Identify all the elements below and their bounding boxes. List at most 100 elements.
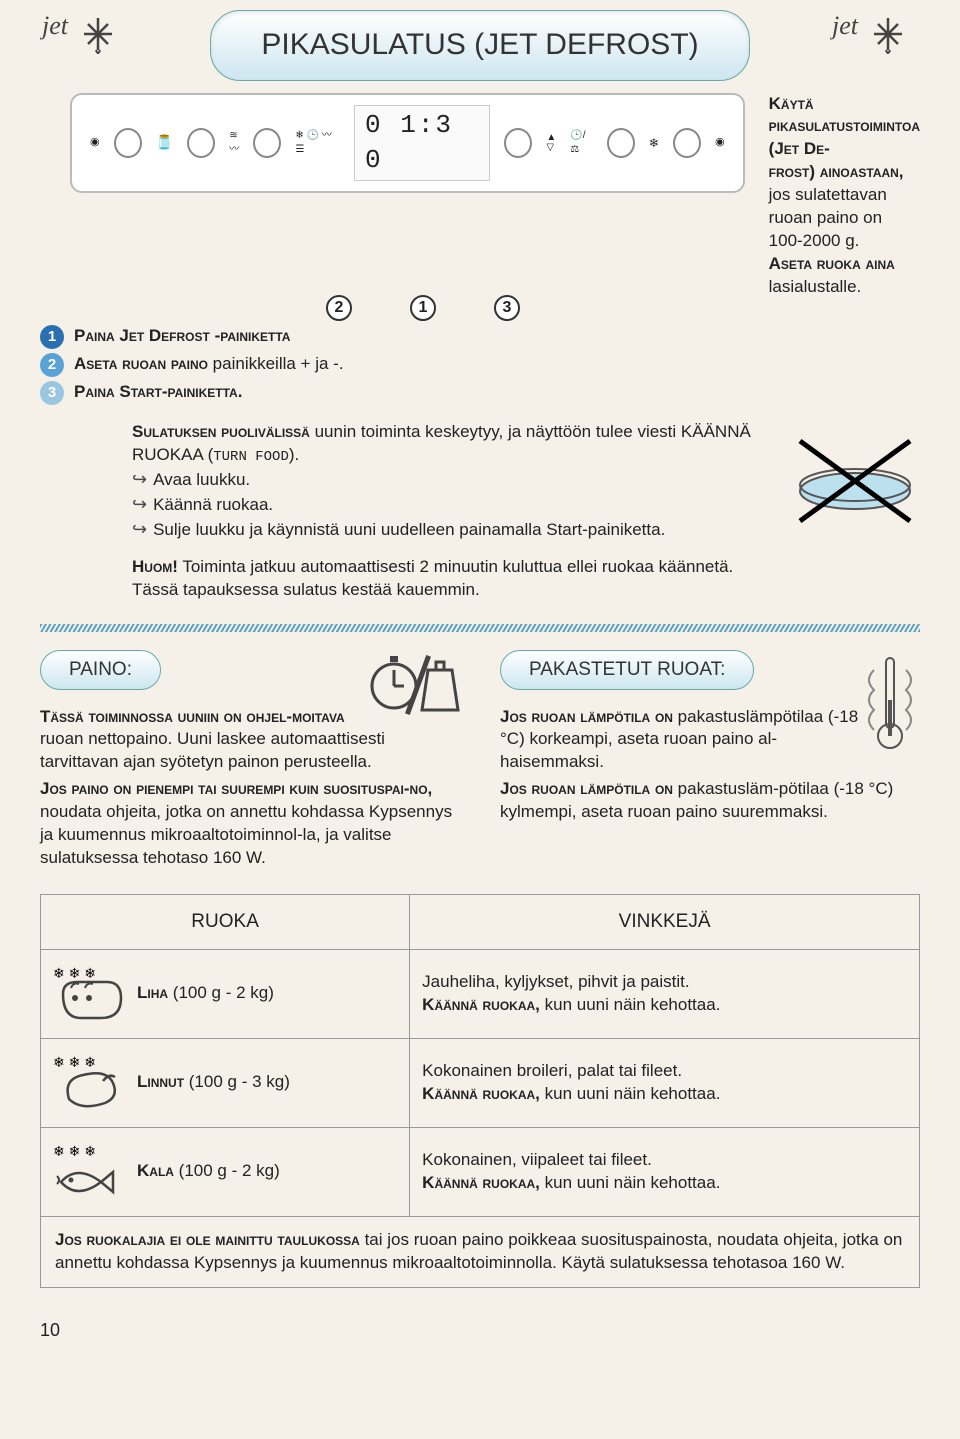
mid-p1a: Sulatuksen puolivälissä (132, 422, 310, 441)
cell-liha-tip: Jauheliha, kyljykset, pihvit ja paistit.… (410, 949, 920, 1038)
panel-button-4[interactable] (504, 128, 532, 158)
circled-1: 1 (410, 295, 436, 321)
table-row: ❄ ❄ ❄ Liha (100 g - 2 kg) Jauheliha, kyl… (41, 949, 920, 1038)
stop-icon: ◉ (90, 135, 100, 150)
right-p2: Jos ruoan lämpötila on pakastusläm-pötil… (500, 778, 920, 824)
clock-weight-icon (370, 650, 460, 720)
play-icon: ◉ (715, 135, 725, 150)
step-bullet-3: 3 (40, 381, 64, 405)
jet-logo-right: jet (830, 10, 920, 58)
table-row: ❄ ❄ ❄ Kala (100 g - 2 kg) Kokonainen, vi… (41, 1127, 920, 1216)
note-l3: jos sulatettavan ruoan paino on 100-2000… (769, 185, 887, 250)
svg-text:❄ ❄ ❄: ❄ ❄ ❄ (53, 965, 96, 981)
two-col: PAINO: Tässä toiminnossa uuniin on ohjel… (40, 650, 920, 870)
step2a: Aseta ruoan paino (74, 354, 208, 373)
page-number: 10 (40, 1318, 920, 1342)
step3a: Paina Start-painiketta. (74, 382, 242, 401)
left-p2: Jos paino on pienempi tai suurempi kuin … (40, 778, 460, 870)
r3-label-b: (100 g - 2 kg) (174, 1161, 280, 1180)
r3-tip2b: kun uuni näin kehottaa. (540, 1173, 721, 1192)
col-right: PAKASTETUT RUOAT: Jos ruoan lämpötila on… (500, 650, 920, 870)
mid-huom: Huom! Toiminta jatkuu automaattisesti 2 … (132, 556, 770, 602)
jar-icon: 🫙 (156, 133, 173, 152)
mid-p1: Sulatuksen puolivälissä uunin toiminta k… (132, 421, 770, 467)
r2-tip: Kokonainen broileri, palat tai fileet. (422, 1061, 682, 1080)
up-down-icon[interactable]: ▲▽ (546, 133, 556, 153)
cell-linnut: ❄ ❄ ❄ Linnut (100 g - 3 kg) (53, 1053, 397, 1113)
r2-label-b: (100 g - 3 kg) (184, 1072, 290, 1091)
top-right-note: Käytä pikasulatustoimintoa (Jet De- fros… (769, 93, 920, 299)
footnote-a: Jos ruokalajia ei ole mainittu taulukoss… (55, 1230, 360, 1249)
left-p1b: ruoan nettopaino. Uuni laskee automaatti… (40, 729, 385, 771)
r1-tip2a: Käännä ruokaa, (422, 995, 540, 1014)
cell-linnut-tip: Kokonainen broileri, palat tai fileet. K… (410, 1038, 920, 1127)
mid-p1d: ). (289, 445, 299, 464)
circled-3: 3 (494, 295, 520, 321)
right-p1a: Jos ruoan lämpötila on (500, 707, 673, 726)
svg-text:❄ ❄ ❄: ❄ ❄ ❄ (53, 1054, 96, 1070)
pill-paino: PAINO: (40, 650, 161, 690)
r2-tip2b: kun uuni näin kehottaa. (540, 1084, 721, 1103)
note-l2: frost) ainoastaan, (769, 162, 904, 181)
jet-logo-left: jet (40, 10, 130, 58)
th-ruoka: RUOKA (41, 895, 410, 950)
jet-logo-text-r: jet (830, 11, 859, 40)
mid-b3: Sulje luukku ja käynnistä uuni uudelleen… (132, 517, 770, 542)
r3-label-a: Kala (137, 1161, 174, 1180)
mid-b1: Avaa luukku. (132, 467, 770, 492)
huom-label: Huom! (132, 557, 178, 576)
r3-tip: Kokonainen, viipaleet tai fileet. (422, 1150, 652, 1169)
panel-button-2[interactable] (187, 128, 215, 158)
cell-kala: ❄ ❄ ❄ Kala (100 g - 2 kg) (53, 1142, 397, 1202)
table-footnote: Jos ruokalajia ei ole mainittu taulukoss… (40, 1217, 920, 1288)
panel-button-3[interactable] (253, 128, 281, 158)
table-row: ❄ ❄ ❄ Linnut (100 g - 3 kg) Kokonainen b… (41, 1038, 920, 1127)
mid-block: Sulatuksen puolivälissä uunin toiminta k… (132, 421, 770, 602)
note-l5: lasialustalle. (769, 277, 862, 296)
th-vinkkeja: VINKKEJÄ (410, 895, 920, 950)
left-p2b: noudata ohjeita, jotka on annettu kohdas… (40, 802, 452, 867)
meat-icon: ❄ ❄ ❄ (53, 964, 123, 1024)
step-bullet-2: 2 (40, 353, 64, 377)
panel-row: ◉ 🫙 ≋〰 ❄ 🕒 〰 ☰ 0 1:3 0 ▲▽ 🕒/⚖ ❄ ◉ Käytä … (40, 93, 920, 299)
jet-logo-text: jet (40, 11, 69, 40)
header-row: jet PIKASULATUS (JET DEFROST) jet (40, 10, 920, 81)
cell-liha: ❄ ❄ ❄ Liha (100 g - 2 kg) (53, 964, 397, 1024)
cell-kala-tip: Kokonainen, viipaleet tai fileet. Käännä… (410, 1127, 920, 1216)
control-panel: ◉ 🫙 ≋〰 ❄ 🕒 〰 ☰ 0 1:3 0 ▲▽ 🕒/⚖ ❄ ◉ (70, 93, 745, 193)
clockweight-mini-icon: 🕒/⚖ (570, 129, 592, 156)
lcd-display: 0 1:3 0 (354, 105, 490, 181)
table-header-row: RUOKA VINKKEJÄ (41, 895, 920, 950)
mid-b2: Käännä ruokaa. (132, 492, 770, 517)
right-p2a: Jos ruoan lämpötila on (500, 779, 673, 798)
step2b: painikkeilla + ja -. (208, 354, 344, 373)
section-divider (40, 624, 920, 632)
huom-text: Toiminta jatkuu automaattisesti 2 minuut… (132, 557, 733, 599)
panel-button-5[interactable] (607, 128, 635, 158)
page-title-pill: PIKASULATUS (JET DEFROST) (210, 10, 750, 81)
col-left: PAINO: Tässä toiminnossa uuniin on ohjel… (40, 650, 460, 870)
snow-mini-icon: ❄ (649, 135, 659, 151)
note-l4: Aseta ruoka aina (769, 254, 895, 273)
wave-icons: ≋〰 (229, 129, 239, 156)
step-bullet-1: 1 (40, 325, 64, 349)
poultry-icon: ❄ ❄ ❄ (53, 1053, 123, 1113)
svg-text:❄ ❄ ❄: ❄ ❄ ❄ (53, 1143, 96, 1159)
note-l1: Käytä pikasulatustoimintoa (Jet De- (769, 94, 920, 159)
r1-tip: Jauheliha, kyljykset, pihvit ja paistit. (422, 972, 689, 991)
mid-p1c: TURN FOOD (213, 449, 289, 465)
panel-button-1[interactable] (114, 128, 142, 158)
step1-text: Paina Jet Defrost -painiketta (74, 326, 290, 345)
dish-crossed-icon (790, 431, 920, 531)
r2-tip2a: Käännä ruokaa, (422, 1084, 540, 1103)
step-list: 1 Paina Jet Defrost -painiketta 2 Aseta … (40, 325, 920, 405)
r1-label-a: Liha (137, 983, 168, 1002)
r1-tip2b: kun uuni näin kehottaa. (540, 995, 721, 1014)
r3-tip2a: Käännä ruokaa, (422, 1173, 540, 1192)
thermometer-icon (860, 650, 920, 760)
fish-icon: ❄ ❄ ❄ (53, 1142, 123, 1202)
left-p1a: Tässä toiminnossa uuniin on ohjel-moitav… (40, 707, 345, 726)
left-p2a: Jos paino on pienempi tai suurempi kuin … (40, 779, 432, 798)
page-title: PIKASULATUS (JET DEFROST) (261, 28, 698, 61)
panel-button-6[interactable] (673, 128, 701, 158)
